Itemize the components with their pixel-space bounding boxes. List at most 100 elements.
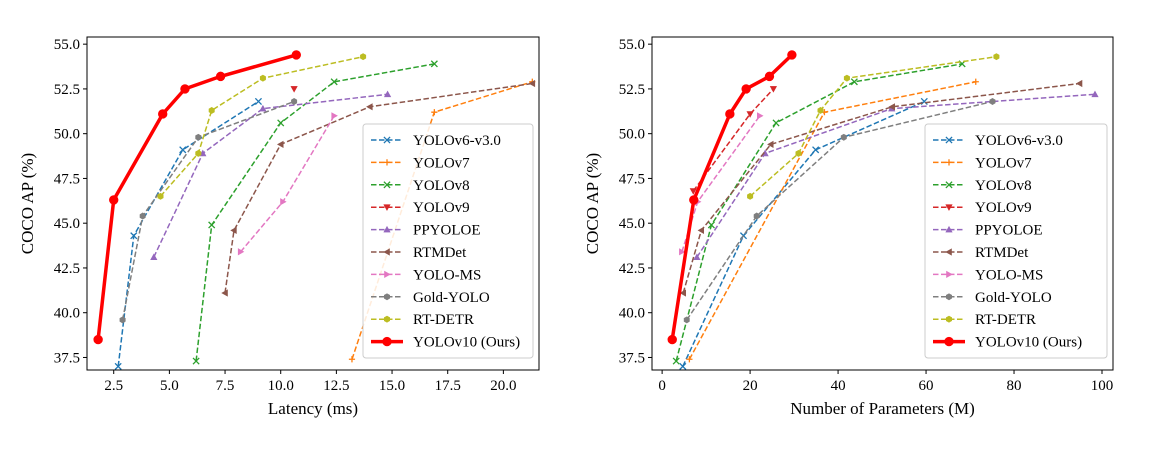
- data-point: [741, 84, 751, 94]
- data-point: [221, 289, 228, 297]
- series-rt-detr: [747, 53, 1000, 200]
- y-axis: 37.5 40.0 42.5 45.0 47.5 50.0 52.5 55.0 COCO AP …: [583, 37, 652, 366]
- series-line: [96, 53, 297, 340]
- legend-marker: [382, 336, 392, 347]
- data-point: [993, 53, 1000, 61]
- data-point: [360, 53, 367, 61]
- legend-marker: [384, 270, 391, 279]
- series-ppyoloe: [150, 90, 392, 261]
- legend-item-yolov10-ours: YOLOv10 (Ours): [933, 335, 1082, 351]
- data-point: [195, 133, 202, 141]
- y-tick-label: 45.0: [619, 216, 645, 232]
- legend-marker: [383, 293, 391, 301]
- data-point: [139, 212, 146, 220]
- legend-label: YOLOv7: [413, 155, 470, 171]
- y-tick-label: 42.5: [54, 261, 80, 277]
- y-tick-label: 52.5: [619, 82, 645, 98]
- data-point: [756, 112, 764, 120]
- legend-item-rt-detr: RT-DETR: [933, 312, 1036, 328]
- legend-label: Gold-YOLO: [975, 290, 1052, 306]
- legend-marker: [945, 204, 953, 211]
- legend: YOLOv6-v3.0 YOLOv7 YOLOv8 YOLOv9 PPYOLOE RTMD…: [924, 123, 1108, 359]
- legend-marker: [944, 336, 954, 347]
- data-point: [812, 146, 820, 154]
- series-yolo-ms: [237, 112, 338, 256]
- y-tick-label: 50.0: [54, 127, 80, 143]
- legend-item-yolov6-v3-0: YOLOv6-v3.0: [933, 133, 1063, 149]
- y-tick-label: 40.0: [54, 306, 80, 322]
- series-gold-yolo: [119, 98, 298, 324]
- x-axis-label: Number of Parameters (M): [790, 399, 975, 418]
- series-yolov6-v3-0: [114, 97, 263, 370]
- series-yolov8: [192, 60, 438, 365]
- series-gold-yolo: [683, 98, 996, 324]
- legend-item-ppyoloe: PPYOLOE: [371, 223, 481, 239]
- series-yolov10-ours: [93, 50, 302, 345]
- x-axis-label: Latency (ms): [268, 399, 358, 418]
- data-point: [753, 212, 760, 220]
- legend-marker: [945, 225, 953, 233]
- legend-item-yolov8: YOLOv8: [371, 178, 470, 194]
- data-point: [686, 356, 693, 363]
- legend-label: YOLOv10 (Ours): [975, 335, 1082, 351]
- data-point: [431, 109, 438, 116]
- legend-item-gold-yolo: Gold-YOLO: [371, 290, 490, 306]
- y-tick-label: 42.5: [619, 261, 645, 277]
- legend-item-rtmdet: RTMDet: [371, 245, 467, 261]
- x-axis: 2.5 5.0 7.5 10.0 12.5 15.0 17.5 20.0 Latency (ms…: [104, 370, 516, 418]
- x-tick-label: 20.0: [490, 378, 516, 394]
- data-point: [330, 78, 338, 86]
- data-point: [276, 140, 284, 149]
- legend-marker: [383, 181, 391, 189]
- data-point: [383, 90, 392, 98]
- data-point: [843, 74, 850, 82]
- latency-chart: 2.5 5.0 7.5 10.0 12.5 15.0 17.5 20.0 Latency (ms…: [18, 36, 540, 418]
- legend-item-ppyoloe: PPYOLOE: [933, 223, 1043, 239]
- y-tick-label: 45.0: [54, 216, 80, 232]
- legend-label: YOLOv8: [413, 178, 470, 194]
- legend-item-rtmdet: RTMDet: [933, 245, 1029, 261]
- data-point: [667, 334, 677, 345]
- series-yolov9: [689, 86, 778, 195]
- data-point: [157, 192, 164, 200]
- legend-marker: [945, 248, 952, 256]
- data-point: [208, 221, 216, 229]
- data-point: [707, 221, 715, 229]
- data-point: [769, 86, 778, 93]
- y-tick-label: 40.0: [619, 306, 645, 322]
- y-tick-label: 55.0: [54, 37, 80, 53]
- legend-item-yolov7: YOLOv7: [371, 155, 470, 171]
- x-axis: 0 20 40 60 80 100 Number of Parameters (M): [658, 370, 1113, 418]
- legend-label: RT-DETR: [413, 312, 474, 328]
- data-point: [150, 253, 158, 261]
- data-point: [430, 60, 438, 68]
- data-point: [215, 71, 226, 82]
- data-point: [366, 103, 373, 111]
- legend-item-yolov7: YOLOv7: [933, 155, 1032, 171]
- data-point: [1091, 90, 1099, 98]
- data-point: [93, 334, 103, 345]
- data-point: [672, 357, 680, 365]
- data-point: [119, 316, 126, 324]
- data-point: [290, 86, 298, 93]
- data-point: [817, 106, 824, 114]
- axes-frame: [651, 36, 1114, 371]
- data-point: [888, 103, 896, 111]
- data-point: [787, 50, 797, 60]
- data-point: [683, 316, 690, 324]
- x-tick-label: 7.5: [216, 378, 235, 394]
- legend-marker: [945, 293, 953, 301]
- legend-label: YOLOv7: [975, 155, 1032, 171]
- legend-label: PPYOLOE: [413, 223, 481, 239]
- data-point: [291, 98, 298, 105]
- series-line: [153, 93, 388, 258]
- series-rtmdet: [221, 79, 536, 297]
- data-point: [679, 289, 687, 297]
- data-point: [179, 146, 187, 154]
- y-tick-label: 47.5: [619, 171, 645, 187]
- data-point: [989, 98, 996, 105]
- data-point: [180, 84, 190, 94]
- data-point: [693, 253, 701, 261]
- data-point: [767, 140, 774, 149]
- legend-label: RT-DETR: [975, 312, 1036, 328]
